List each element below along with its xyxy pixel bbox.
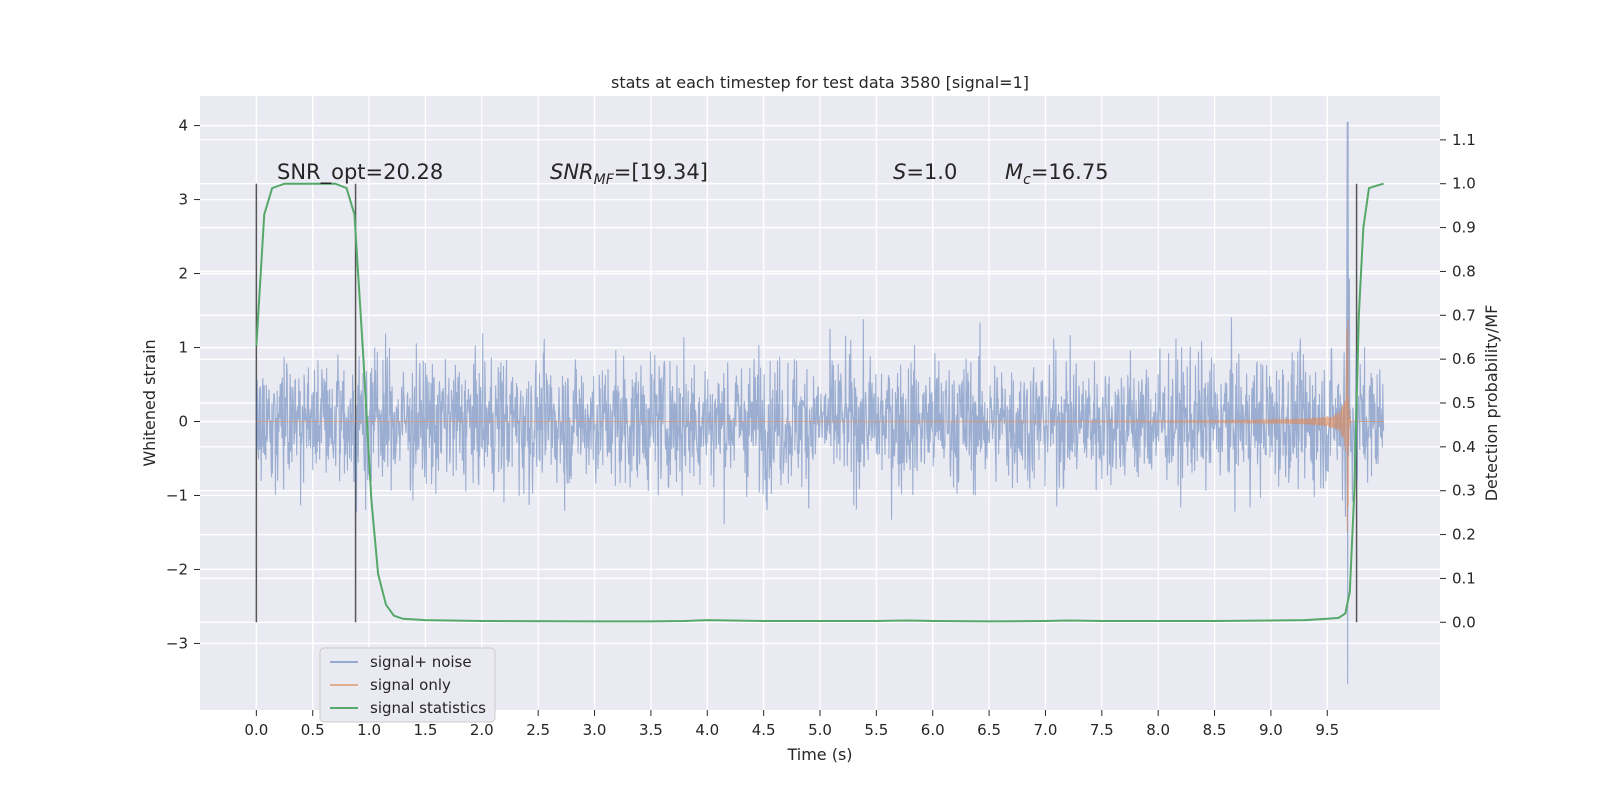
y-right-tick-label: 0.2 bbox=[1452, 526, 1476, 544]
y-right-axis-label: Detection probability/MF bbox=[1482, 305, 1501, 502]
x-tick-label: 0.5 bbox=[301, 721, 325, 739]
x-tick-label: 9.5 bbox=[1315, 721, 1339, 739]
x-tick-label: 5.0 bbox=[808, 721, 832, 739]
x-tick-label: 9.0 bbox=[1259, 721, 1283, 739]
y-right-tick-label: 0.1 bbox=[1452, 569, 1476, 587]
x-tick-label: 1.5 bbox=[414, 721, 438, 739]
x-tick-label: 6.0 bbox=[921, 721, 945, 739]
x-tick-label: 7.0 bbox=[1034, 721, 1058, 739]
legend-label-signal-only: signal only bbox=[370, 676, 451, 694]
y-left-tick-label: −3 bbox=[166, 634, 188, 652]
annotation-snr-mf: SNRMF=[19.34] bbox=[550, 160, 708, 188]
annotation-base: M bbox=[1005, 160, 1023, 184]
y-right-tick-label: 0.7 bbox=[1452, 306, 1476, 324]
y-right-tick-label: 0.5 bbox=[1452, 394, 1476, 412]
y-left-tick-label: −2 bbox=[166, 560, 188, 578]
y-left-tick-label: −1 bbox=[166, 486, 188, 504]
annotation-subscript: MF bbox=[594, 172, 615, 188]
x-tick-label: 4.0 bbox=[695, 721, 719, 739]
x-tick-label: 0.0 bbox=[244, 721, 268, 739]
y-left-axis-label: Whitened strain bbox=[140, 339, 159, 466]
x-tick-label: 7.5 bbox=[1090, 721, 1114, 739]
y-right-tick-label: 0.4 bbox=[1452, 438, 1476, 456]
y-left-tick-label: 3 bbox=[178, 191, 188, 209]
x-tick-label: 4.5 bbox=[752, 721, 776, 739]
y-right-tick-label: 0.9 bbox=[1452, 219, 1476, 237]
y-right-tick-label: 0.8 bbox=[1452, 262, 1476, 280]
x-tick-label: 5.5 bbox=[864, 721, 888, 739]
x-tick-label: 1.0 bbox=[357, 721, 381, 739]
annotation-s-value: S=1.0 bbox=[893, 160, 957, 184]
annotation-mc-value: Mc=16.75 bbox=[1005, 160, 1109, 188]
x-tick-label: 8.5 bbox=[1203, 721, 1227, 739]
annotations: SNR_opt=20.28 SNRMF=[19.34] S=1.0 Mc=16.75 bbox=[277, 160, 1109, 188]
x-axis-ticks: 0.0 0.5 1.0 1.5 2.0 2.5 3.0 3.5 4.0 4.5 5.0 5.5 6.0 6… bbox=[244, 710, 1339, 739]
annotation-subscript: c bbox=[1023, 172, 1031, 188]
y-left-tick-label: 1 bbox=[178, 339, 188, 357]
y-right-tick-label: 0.0 bbox=[1452, 613, 1476, 631]
legend: signal+ noise signal only signal statist… bbox=[319, 647, 496, 723]
x-tick-label: 3.5 bbox=[639, 721, 663, 739]
annotation-base: S bbox=[893, 160, 906, 184]
x-tick-label: 2.5 bbox=[526, 721, 550, 739]
legend-box bbox=[319, 647, 496, 723]
legend-label-signal-noise: signal+ noise bbox=[370, 653, 472, 671]
x-tick-label: 6.5 bbox=[977, 721, 1001, 739]
y-left-tick-label: 4 bbox=[178, 117, 188, 135]
x-axis-label: Time (s) bbox=[786, 745, 852, 764]
y-right-tick-label: 0.3 bbox=[1452, 482, 1476, 500]
series-signal-only bbox=[256, 319, 1384, 532]
x-tick-label: 8.0 bbox=[1146, 721, 1170, 739]
y-right-axis-ticks: 1.1 1.0 0.9 0.8 0.7 0.6 0.5 0.4 0.3 0.2 0.1 0.0 bbox=[1440, 131, 1476, 631]
annotation-rest: =16.75 bbox=[1031, 160, 1109, 184]
plot-series bbox=[255, 121, 1385, 685]
y-right-tick-label: 1.1 bbox=[1452, 131, 1476, 149]
legend-label-signal-statistics: signal statistics bbox=[370, 699, 486, 717]
y-left-tick-label: 0 bbox=[178, 412, 188, 430]
annotation-base: SNR bbox=[550, 160, 594, 184]
x-tick-label: 2.0 bbox=[470, 721, 494, 739]
y-right-tick-label: 0.6 bbox=[1452, 350, 1476, 368]
y-left-axis-ticks: 4 3 2 1 0 −1 −2 −3 bbox=[166, 117, 200, 652]
series-signal-statistics bbox=[255, 182, 1384, 623]
annotation-snr-opt: SNR_opt=20.28 bbox=[277, 160, 443, 185]
x-tick-label: 3.0 bbox=[583, 721, 607, 739]
annotation-rest: =1.0 bbox=[906, 160, 957, 184]
annotation-rest: =[19.34] bbox=[614, 160, 708, 184]
y-right-tick-label: 1.0 bbox=[1452, 175, 1476, 193]
y-left-tick-label: 2 bbox=[178, 265, 188, 283]
chart-title: stats at each timestep for test data 358… bbox=[611, 73, 1029, 92]
